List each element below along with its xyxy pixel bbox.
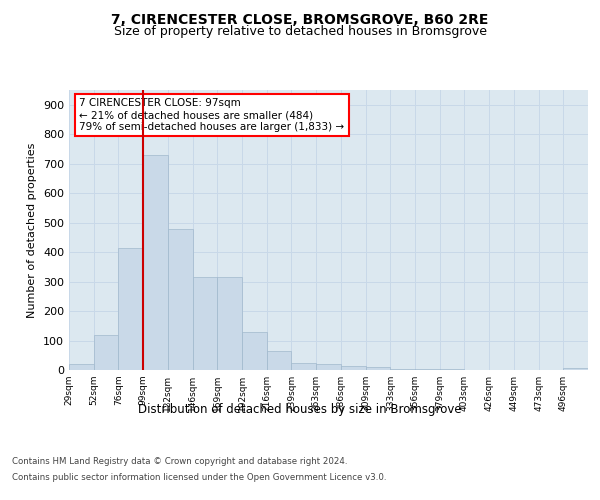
Bar — [316, 364, 341, 370]
Bar — [365, 367, 390, 370]
Bar — [193, 277, 217, 370]
Bar — [217, 277, 242, 370]
Bar — [415, 369, 440, 370]
Bar — [94, 334, 118, 370]
Text: 7 CIRENCESTER CLOSE: 97sqm
← 21% of detached houses are smaller (484)
79% of sem: 7 CIRENCESTER CLOSE: 97sqm ← 21% of deta… — [79, 98, 344, 132]
Bar — [143, 155, 168, 370]
Bar — [292, 362, 316, 370]
Text: Contains public sector information licensed under the Open Government Licence v3: Contains public sector information licen… — [12, 472, 386, 482]
Text: 7, CIRENCESTER CLOSE, BROMSGROVE, B60 2RE: 7, CIRENCESTER CLOSE, BROMSGROVE, B60 2R… — [112, 12, 488, 26]
Text: Contains HM Land Registry data © Crown copyright and database right 2024.: Contains HM Land Registry data © Crown c… — [12, 458, 347, 466]
Bar — [118, 248, 143, 370]
Bar — [242, 332, 267, 370]
Text: Distribution of detached houses by size in Bromsgrove: Distribution of detached houses by size … — [138, 402, 462, 415]
Bar — [341, 366, 365, 370]
Text: Size of property relative to detached houses in Bromsgrove: Size of property relative to detached ho… — [113, 25, 487, 38]
Bar — [168, 228, 193, 370]
Bar — [267, 351, 292, 370]
Bar — [563, 368, 588, 370]
Y-axis label: Number of detached properties: Number of detached properties — [28, 142, 37, 318]
Bar — [69, 364, 94, 370]
Bar — [390, 368, 415, 370]
